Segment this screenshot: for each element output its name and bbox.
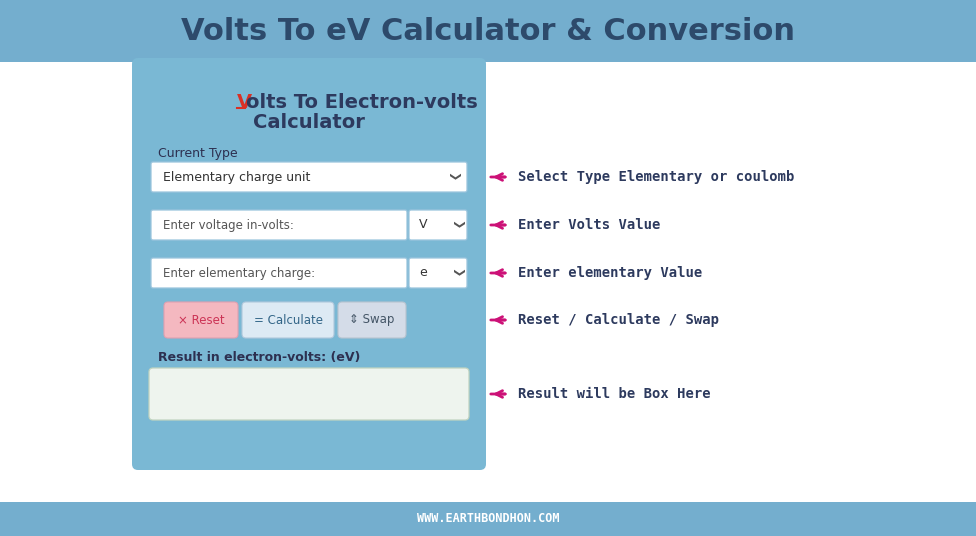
Text: Result will be Box Here: Result will be Box Here	[518, 387, 711, 401]
Text: Enter voltage in-volts:: Enter voltage in-volts:	[163, 219, 294, 232]
Text: olts To Electron-volts: olts To Electron-volts	[246, 93, 477, 111]
Text: Enter elementary Value: Enter elementary Value	[518, 266, 703, 280]
Text: Select Type Elementary or coulomb: Select Type Elementary or coulomb	[518, 170, 794, 184]
Text: ⇕ Swap: ⇕ Swap	[349, 314, 394, 326]
Text: Result in electron-volts: (eV): Result in electron-volts: (eV)	[158, 352, 360, 364]
Text: Enter Volts Value: Enter Volts Value	[518, 218, 661, 232]
Text: Reset / Calculate / Swap: Reset / Calculate / Swap	[518, 313, 719, 327]
Text: Current Type: Current Type	[158, 147, 237, 160]
Text: V: V	[237, 93, 252, 111]
FancyBboxPatch shape	[338, 302, 406, 338]
Text: Elementary charge unit: Elementary charge unit	[163, 170, 310, 183]
Bar	[0, 0, 976, 62]
Text: WWW.EARTHBONDHON.COM: WWW.EARTHBONDHON.COM	[417, 512, 559, 525]
FancyBboxPatch shape	[151, 210, 407, 240]
FancyBboxPatch shape	[132, 58, 486, 470]
FancyBboxPatch shape	[242, 302, 334, 338]
Bar	[0, 502, 976, 536]
Text: × Reset: × Reset	[178, 314, 224, 326]
FancyBboxPatch shape	[151, 258, 407, 288]
FancyBboxPatch shape	[409, 258, 467, 288]
Text: Calculator: Calculator	[253, 113, 365, 131]
Text: = Calculate: = Calculate	[254, 314, 322, 326]
Text: ❯: ❯	[448, 172, 459, 182]
Text: Volts To eV Calculator & Conversion: Volts To eV Calculator & Conversion	[181, 17, 795, 46]
FancyBboxPatch shape	[149, 368, 469, 420]
Text: ❯: ❯	[452, 220, 463, 230]
Text: e: e	[419, 266, 427, 279]
FancyBboxPatch shape	[151, 162, 467, 192]
Text: V: V	[419, 219, 427, 232]
Text: ❯: ❯	[452, 269, 463, 278]
FancyBboxPatch shape	[409, 210, 467, 240]
FancyBboxPatch shape	[164, 302, 238, 338]
Text: Enter elementary charge:: Enter elementary charge:	[163, 266, 315, 279]
